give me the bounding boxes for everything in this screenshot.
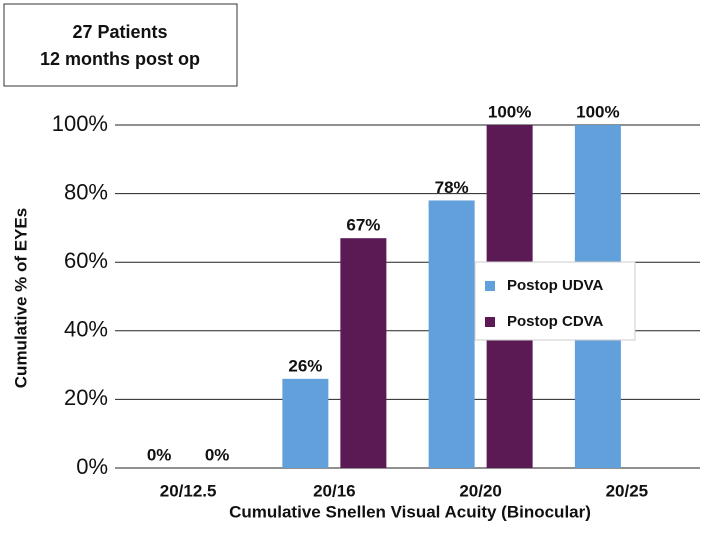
annotation: 27 Patients <box>72 22 167 42</box>
y-tick-label: 0% <box>76 454 108 479</box>
y-axis-title: Cumulative % of EYEs <box>11 208 30 388</box>
x-tick-label: 20/20 <box>459 481 502 500</box>
y-tick-label: 100% <box>52 111 108 136</box>
x-tick-label: 20/16 <box>313 481 356 500</box>
data-label: 78% <box>435 178 469 197</box>
y-tick-label: 80% <box>64 179 108 204</box>
data-label: 0% <box>205 445 230 464</box>
y-tick-label: 60% <box>64 248 108 273</box>
bar <box>282 378 329 468</box>
legend-label: Postop CDVA <box>507 313 604 330</box>
data-label: 26% <box>288 356 322 375</box>
data-label: 67% <box>346 216 380 235</box>
legend-label: Postop UDVA <box>507 277 604 294</box>
annotation: 12 months post op <box>40 49 200 69</box>
legend-swatch <box>485 281 495 291</box>
annotation-box <box>3 3 238 87</box>
y-tick-label: 40% <box>64 317 108 342</box>
data-label: 100% <box>576 102 619 121</box>
legend-box <box>474 261 636 341</box>
legend-swatch <box>485 317 495 327</box>
y-tick-label: 20% <box>64 385 108 410</box>
x-tick-label: 20/25 <box>606 481 649 500</box>
x-tick-label: 20/12.5 <box>160 481 217 500</box>
data-label: 0% <box>147 445 172 464</box>
data-label: 100% <box>488 102 531 121</box>
bar <box>428 200 475 468</box>
x-axis-title: Cumulative Snellen Visual Acuity (Binocu… <box>229 502 591 521</box>
bar <box>340 238 387 468</box>
